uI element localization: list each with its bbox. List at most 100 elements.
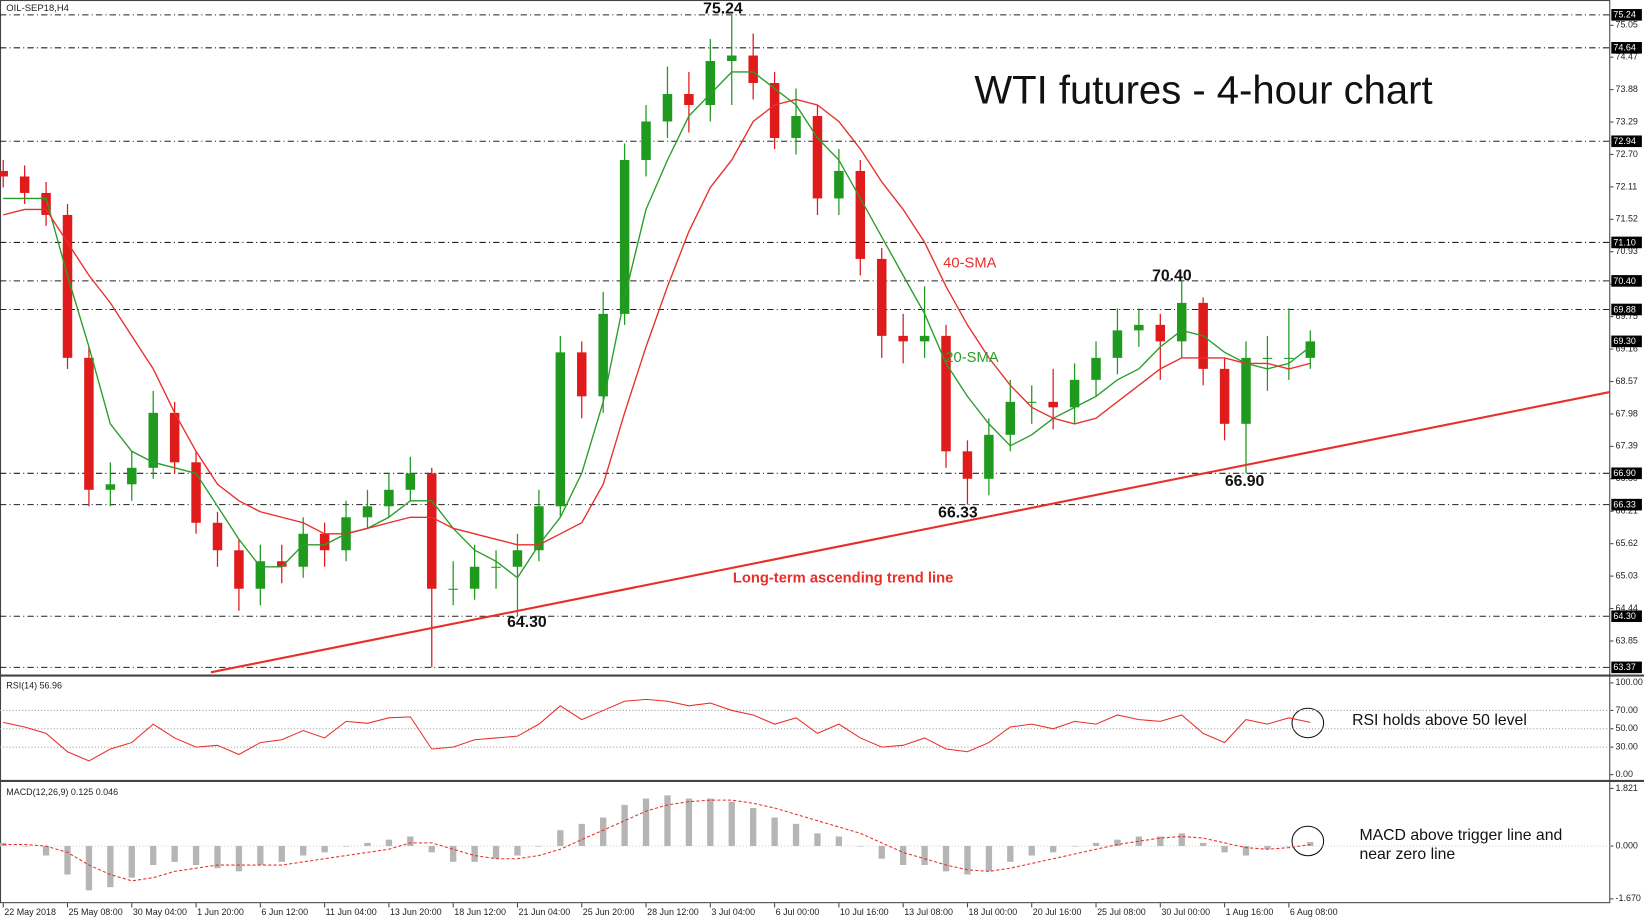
macd-bar	[578, 823, 585, 847]
candle-body	[748, 55, 758, 84]
candle-body	[555, 352, 566, 507]
y-tick-label: 67.39	[1616, 441, 1638, 451]
candle-body	[876, 258, 887, 336]
candle-body	[427, 473, 437, 589]
macd-bar	[664, 795, 671, 847]
candle-body	[941, 335, 951, 452]
candle-body	[169, 412, 180, 463]
macd-bar	[450, 846, 457, 862]
macd-bar	[235, 846, 243, 872]
candle-body	[705, 61, 716, 105]
macd-bar	[707, 798, 714, 847]
level-box-label: 72.94	[1613, 136, 1635, 146]
candle-body	[812, 115, 823, 199]
macd-bar	[471, 846, 478, 862]
macd-bar	[1157, 836, 1164, 847]
x-tick-label: 30 May 04:00	[133, 907, 187, 917]
candle-body	[662, 94, 673, 122]
y-tick-label: 100.00	[1616, 677, 1643, 687]
macd-bar	[792, 823, 800, 847]
macd-bar	[192, 846, 200, 866]
x-tick-label: 11 Jun 04:00	[326, 907, 377, 917]
macd-bar	[214, 846, 221, 869]
y-tick-label: 65.62	[1616, 538, 1638, 548]
level-box	[1611, 498, 1642, 511]
macd-bar	[857, 846, 864, 847]
candle-body	[148, 412, 158, 468]
macd-bar	[21, 846, 28, 847]
candle-body	[834, 170, 844, 199]
x-tick-label: 13 Jun 20:00	[390, 907, 442, 917]
macd-bar	[257, 846, 264, 866]
level-box	[1611, 42, 1642, 54]
y-tick-label: 68.57	[1616, 376, 1638, 386]
macd-bar	[535, 846, 543, 847]
macd-bar	[771, 817, 778, 847]
price-annotation: 70.40	[1152, 267, 1192, 284]
level-box	[1611, 135, 1642, 148]
macd-bar	[1307, 842, 1314, 847]
x-tick-label: 18 Jun 12:00	[454, 907, 506, 917]
macd-label: MACD(12,26,9) 0.125 0.046	[6, 787, 118, 797]
macd-bar	[814, 833, 821, 847]
candle-body	[1219, 368, 1230, 424]
y-tick-label: 69.75	[1616, 311, 1638, 321]
level-box	[1611, 661, 1642, 674]
macd-bar	[685, 798, 693, 847]
macd-bar	[557, 830, 564, 847]
candle-body	[277, 561, 287, 567]
candle-body	[362, 506, 373, 518]
level-box-label: 70.40	[1613, 276, 1635, 286]
candle-body	[727, 55, 737, 62]
macd-bar	[878, 846, 885, 859]
macd-bar	[300, 846, 307, 856]
candle-body	[0, 170, 8, 177]
candle-body	[319, 533, 330, 551]
level-box	[1611, 610, 1642, 623]
current-price-box-label: 69.30	[1613, 336, 1635, 346]
macd-bar	[964, 846, 971, 875]
macd-bar	[1178, 833, 1185, 847]
macd-bar	[942, 846, 950, 872]
rsi-note: RSI holds above 50 level	[1352, 712, 1527, 729]
highlight-circle	[1291, 707, 1325, 739]
candle-body	[984, 434, 994, 479]
x-tick-label: 18 Jul 00:00	[969, 907, 1018, 917]
rsi-line	[3, 698, 1311, 762]
macd-bar	[1242, 846, 1250, 856]
y-tick-label: 69.16	[1616, 343, 1638, 353]
candle-body	[512, 550, 523, 567]
level-box	[1611, 467, 1642, 480]
macd-bar	[921, 846, 928, 866]
x-tick-label: 20 Jul 16:00	[1033, 907, 1082, 917]
macd-note: near zero line	[1359, 846, 1455, 863]
x-tick-label: 1 Jun 20:00	[197, 907, 244, 917]
macd-bar	[428, 846, 435, 853]
macd-bar	[85, 846, 93, 891]
sma-line	[2, 98, 1311, 546]
candle-body	[1026, 401, 1037, 403]
macd-bar	[621, 804, 628, 847]
x-tick-label: 22 May 2018	[4, 907, 56, 917]
candle-body	[1069, 379, 1080, 408]
candle-body	[769, 83, 780, 138]
macd-bar	[1007, 846, 1014, 862]
macd-note: MACD above trigger line and	[1359, 827, 1562, 844]
level-box	[1611, 236, 1642, 249]
x-tick-label: 28 Jun 12:00	[647, 907, 699, 917]
candle-body	[598, 313, 608, 397]
macd-bar	[1028, 846, 1035, 856]
symbol: OIL-SEP18,H4	[6, 3, 69, 14]
y-tick-label: 70.00	[1616, 705, 1638, 715]
x-tick-label: 3 Jul 04:00	[711, 907, 755, 917]
current-price-box	[1611, 335, 1642, 348]
x-tick-label: 1 Aug 16:00	[1226, 907, 1274, 917]
level-box-label: 74.64	[1613, 43, 1635, 53]
candle-body	[641, 121, 651, 160]
macd-bar	[1071, 846, 1078, 847]
macd-bar	[900, 846, 907, 866]
macd-bar	[150, 846, 157, 866]
rsi-label: RSI(14) 56.96	[6, 680, 62, 690]
y-tick-label: 74.47	[1616, 52, 1638, 62]
